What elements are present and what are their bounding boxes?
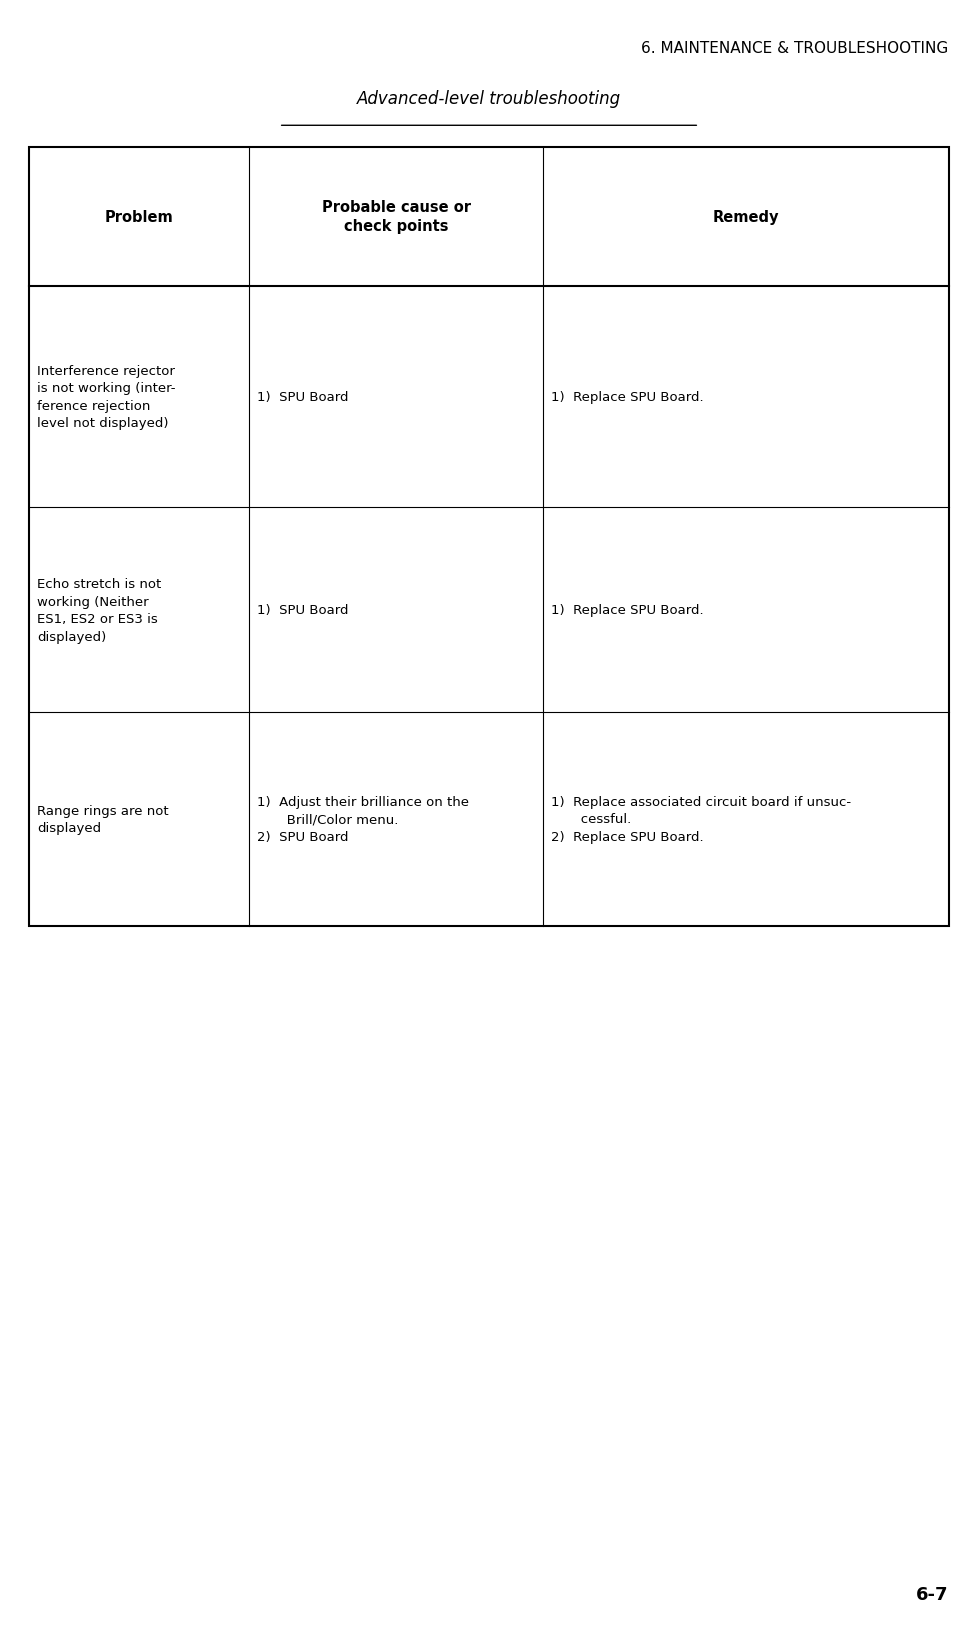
Text: Range rings are not
displayed: Range rings are not displayed (37, 805, 169, 834)
Text: 6. MAINTENANCE & TROUBLESHOOTING: 6. MAINTENANCE & TROUBLESHOOTING (641, 41, 948, 56)
Text: Problem: Problem (105, 210, 174, 225)
Text: 1)  SPU Board: 1) SPU Board (257, 605, 349, 616)
Text: 1)  Replace SPU Board.: 1) Replace SPU Board. (550, 605, 702, 616)
Text: Advanced-level troubleshooting: Advanced-level troubleshooting (357, 90, 620, 108)
Text: Probable cause or
check points: Probable cause or check points (321, 200, 470, 234)
Text: 1)  SPU Board: 1) SPU Board (257, 392, 349, 403)
Text: 6-7: 6-7 (915, 1585, 948, 1603)
Text: Remedy: Remedy (712, 210, 778, 225)
Text: 1)  Replace SPU Board.: 1) Replace SPU Board. (550, 392, 702, 403)
Text: Echo stretch is not
working (Neither
ES1, ES2 or ES3 is
displayed): Echo stretch is not working (Neither ES1… (37, 579, 161, 642)
Text: 1)  Replace associated circuit board if unsuc-
       cessful.
2)  Replace SPU B: 1) Replace associated circuit board if u… (550, 795, 850, 844)
Bar (29, 148, 948, 926)
Text: Interference rejector
is not working (inter-
ference rejection
level not display: Interference rejector is not working (in… (37, 365, 176, 429)
Text: 1)  Adjust their brilliance on the
       Brill/Color menu.
2)  SPU Board: 1) Adjust their brilliance on the Brill/… (257, 795, 469, 844)
